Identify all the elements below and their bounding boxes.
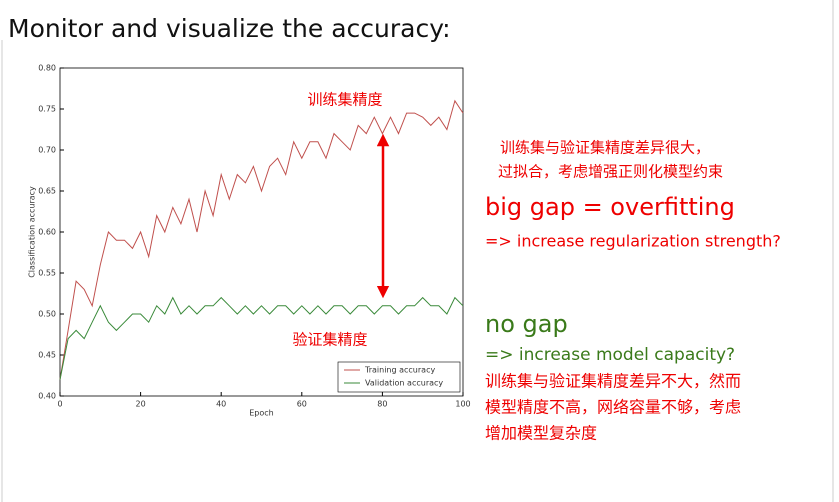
series-line — [59, 99, 464, 380]
heading: no gap — [485, 310, 568, 338]
y-tick-label: 0.55 — [38, 269, 56, 278]
x-tick-label: 0 — [57, 400, 62, 409]
y-tick-label: 0.50 — [38, 310, 56, 319]
x-tick-label: 20 — [136, 400, 146, 409]
x-tick-label: 40 — [216, 400, 226, 409]
annotation: 训练集精度 — [307, 91, 382, 109]
note: 模型精度不高，网络容量不够，考虑 — [485, 398, 741, 417]
x-tick-label: 100 — [455, 400, 470, 409]
y-tick-label: 0.65 — [38, 187, 56, 196]
y-tick-label: 0.45 — [38, 351, 56, 360]
y-tick-label: 0.80 — [38, 64, 56, 73]
y-tick-label: 0.60 — [38, 228, 56, 237]
action: => increase model capacity? — [485, 345, 735, 365]
y-tick-label: 0.40 — [38, 392, 56, 401]
x-tick-label: 60 — [297, 400, 307, 409]
x-axis-label: Epoch — [249, 409, 274, 418]
x-tick-label: 80 — [377, 400, 387, 409]
y-tick-label: 0.70 — [38, 146, 56, 155]
slide-title: Monitor and visualize the accuracy: — [8, 14, 451, 43]
y-axis-label: Classification accuracy — [28, 186, 37, 278]
heading: big gap = overfitting — [485, 193, 735, 221]
legend-label: Validation accuracy — [365, 379, 443, 388]
legend-label: Training accuracy — [364, 366, 435, 375]
legend-box — [337, 361, 461, 393]
note: 训练集与验证集精度差异很大， — [500, 139, 710, 157]
series-line — [59, 296, 464, 380]
y-tick-label: 0.75 — [38, 105, 56, 114]
note: 训练集与验证集精度差异不大，然而 — [485, 372, 741, 391]
note: 增加模型复杂度 — [485, 424, 597, 443]
plot-frame — [59, 67, 464, 397]
annotation: 验证集精度 — [292, 331, 367, 349]
note: 过拟合，考虑增强正则化模型约束 — [498, 163, 723, 181]
action: => increase regularization strength? — [485, 232, 781, 251]
